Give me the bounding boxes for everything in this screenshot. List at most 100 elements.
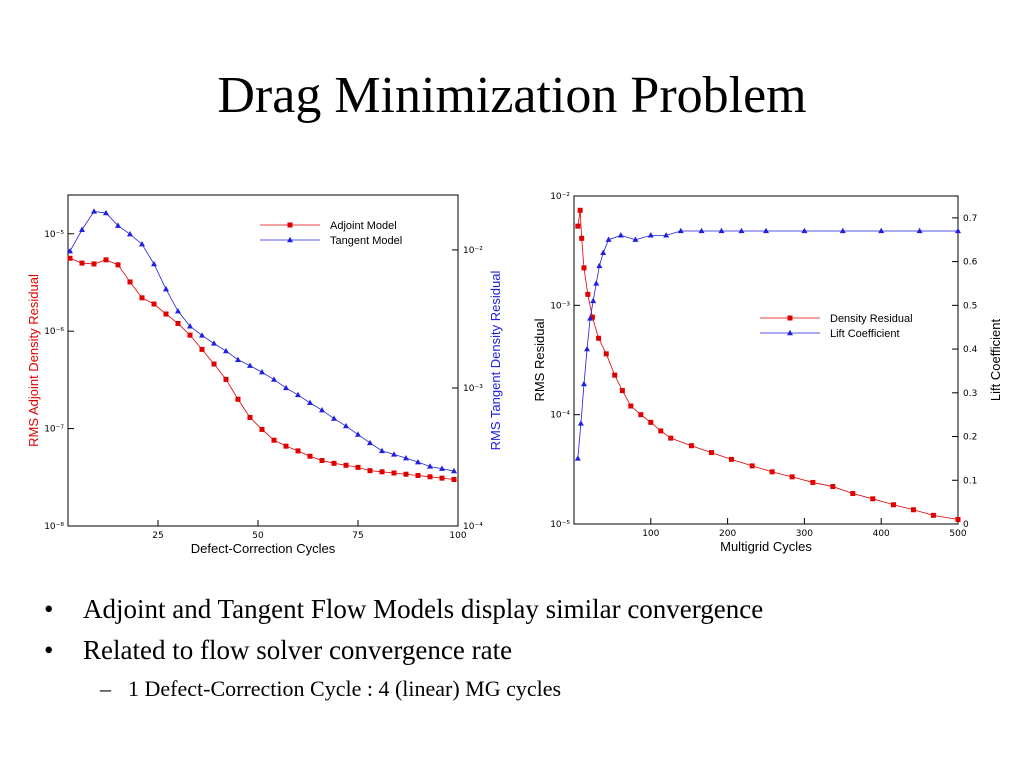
y-tick-label: 10⁻⁶	[44, 327, 64, 337]
marker	[415, 472, 421, 478]
y-axis-label: RMS Residual	[532, 318, 547, 401]
marker	[677, 227, 684, 234]
marker	[115, 222, 121, 228]
marker	[663, 232, 670, 238]
x-tick-label: 100	[642, 529, 659, 539]
sub-bullet: 1 Defect-Correction Cycle : 4 (linear) M…	[128, 676, 561, 701]
marker	[648, 419, 654, 425]
marker	[307, 399, 313, 406]
plot-frame	[573, 195, 959, 525]
marker	[139, 241, 145, 247]
marker	[596, 262, 603, 269]
marker	[163, 285, 169, 292]
marker	[115, 262, 121, 268]
slide-title: Drag Minimization Problem	[217, 67, 806, 124]
x-tick-label: 300	[796, 529, 813, 539]
marker	[910, 507, 916, 513]
marker	[127, 231, 133, 237]
marker	[689, 443, 695, 449]
marker	[295, 391, 301, 398]
marker	[638, 412, 644, 418]
y2-axis-label: Lift Coefficient	[988, 319, 1003, 402]
marker	[584, 345, 591, 352]
marker	[789, 474, 795, 480]
marker	[890, 502, 896, 508]
marker	[403, 471, 409, 477]
marker	[955, 227, 961, 234]
marker	[211, 340, 217, 346]
marker	[427, 463, 433, 469]
marker	[235, 396, 241, 402]
y2-tick-label: 0.3	[963, 389, 977, 399]
marker	[575, 223, 581, 229]
marker	[331, 460, 337, 466]
y-tick-label: 10⁻²	[550, 192, 570, 202]
marker	[878, 227, 885, 234]
marker	[728, 456, 734, 462]
y-tick-label: 10⁻⁷	[44, 425, 64, 435]
marker	[585, 291, 591, 297]
marker	[199, 346, 205, 352]
y2-tick-label: 0.7	[963, 214, 977, 224]
bullet-marker: •	[44, 635, 53, 665]
y-tick-label: 10⁻³	[550, 301, 570, 311]
y-tick-label: 10⁻⁵	[550, 520, 570, 530]
marker	[605, 236, 612, 242]
marker	[574, 455, 581, 461]
legend-label: Adjoint Model	[330, 220, 397, 232]
marker	[67, 255, 73, 261]
x-axis-label: Multigrid Cycles	[720, 539, 812, 554]
marker	[223, 376, 229, 382]
marker	[187, 323, 193, 329]
marker	[749, 463, 755, 469]
marker	[175, 307, 181, 314]
marker	[259, 369, 265, 375]
marker	[223, 347, 229, 354]
x-tick-label: 400	[873, 529, 890, 539]
bullet: Adjoint and Tangent Flow Models display …	[83, 594, 763, 624]
marker	[343, 462, 349, 468]
marker	[698, 227, 705, 234]
legend-label: Density Residual	[830, 313, 913, 325]
marker	[581, 265, 587, 271]
marker	[151, 301, 157, 307]
marker	[580, 380, 587, 387]
series-line	[577, 230, 958, 459]
marker	[810, 479, 816, 485]
marker	[708, 450, 714, 456]
marker	[593, 280, 600, 286]
marker	[379, 469, 385, 475]
marker	[247, 362, 253, 368]
marker	[769, 469, 775, 475]
marker	[830, 484, 836, 490]
y-tick-label: 10⁻⁵	[44, 230, 64, 240]
marker	[451, 477, 457, 483]
legend-label: Tangent Model	[330, 235, 402, 247]
marker	[930, 512, 936, 518]
marker	[319, 458, 325, 464]
y2-tick-label: 0.6	[963, 258, 978, 268]
marker	[577, 207, 583, 213]
y2-tick-label: 0.2	[963, 433, 977, 443]
y2-tick-label: 10⁻⁴	[463, 522, 483, 532]
marker	[91, 208, 97, 214]
y2-axis-label: RMS Tangent Density Residual	[488, 271, 503, 451]
marker	[235, 356, 241, 362]
marker	[839, 227, 846, 234]
marker	[603, 351, 609, 357]
legend-marker	[787, 329, 793, 336]
legend-marker	[287, 222, 293, 228]
marker	[79, 226, 85, 232]
marker	[668, 435, 674, 441]
bullet: Related to flow solver convergence rate	[83, 635, 512, 665]
marker	[283, 384, 289, 391]
legend-marker	[787, 315, 793, 321]
legend-label: Lift Coefficient	[830, 328, 900, 340]
marker	[850, 491, 856, 497]
marker	[367, 439, 373, 446]
marker	[916, 227, 923, 234]
marker	[658, 428, 664, 434]
x-tick-label: 100	[449, 531, 466, 541]
series-line	[69, 257, 455, 480]
